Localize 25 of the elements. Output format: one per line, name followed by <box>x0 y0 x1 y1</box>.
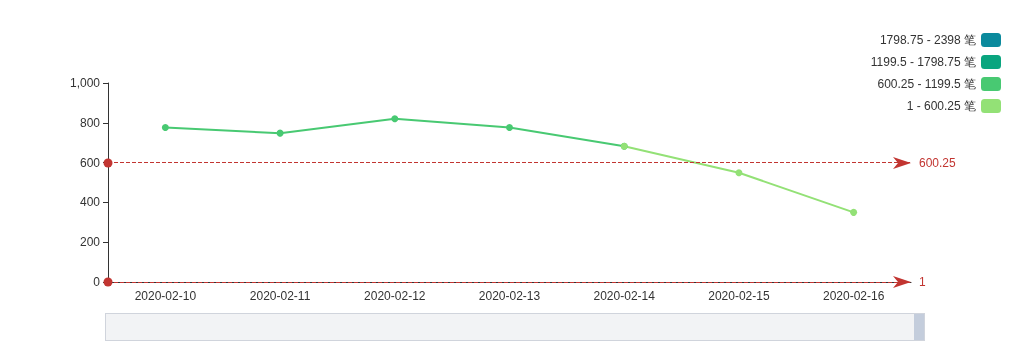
point <box>276 129 284 137</box>
y-tick-label: 1,000 <box>69 76 101 90</box>
legend-label: 1798.75 - 2398 笔 <box>879 33 976 47</box>
x-tick-label: 2020-02-11 <box>249 289 311 303</box>
point <box>850 208 858 216</box>
x-tick-label: 2020-02-10 <box>134 289 197 303</box>
x-tick-label: 2020-02-15 <box>708 289 770 303</box>
ref-line-label: 1 <box>919 274 926 289</box>
x-tick-label: 2020-02-13 <box>478 289 541 303</box>
x-tick-label: 2020-02-12 <box>364 289 426 303</box>
point <box>735 169 743 177</box>
y-tick-label: 400 <box>79 195 101 210</box>
point <box>161 124 169 132</box>
x-tick-label: 2020-02-16 <box>822 289 885 303</box>
legend-label: 1199.5 - 1798.75 笔 <box>870 55 976 69</box>
point <box>391 115 399 123</box>
point <box>506 124 513 132</box>
legend-label: 600.25 - 1199.5 笔 <box>877 77 976 91</box>
y-tick-label: 800 <box>79 115 101 130</box>
legend-label: 1 - 600.25 笔 <box>906 99 976 113</box>
ref-line-label: 600.25 <box>919 155 957 170</box>
x-tick-label: 2020-02-14 <box>593 289 656 303</box>
y-tick-label: 200 <box>79 235 101 250</box>
y-tick-label: 600 <box>79 155 101 170</box>
y-tick-label: 0 <box>93 275 101 289</box>
